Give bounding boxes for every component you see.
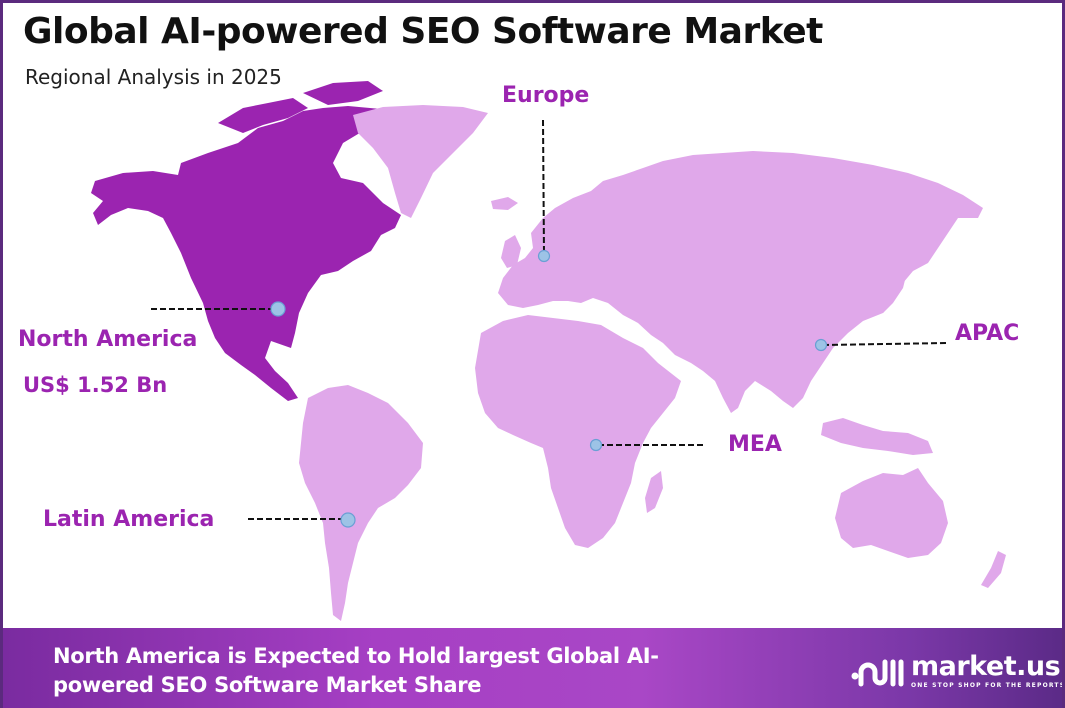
region-label-apac: APAC (955, 321, 1020, 346)
world-map (91, 81, 1006, 621)
sea-islands-landmass (821, 418, 933, 455)
new-zealand-landmass (981, 551, 1006, 588)
brand-logo[interactable]: market.us ONE STOP SHOP FOR THE REPORTS (851, 651, 1065, 689)
page-title: Global AI-powered SEO Software Market (23, 11, 823, 52)
uk-landmass (501, 235, 521, 268)
region-label-europe: Europe (502, 83, 590, 108)
region-label-north-america: North America (18, 327, 198, 352)
brand-tagline: ONE STOP SHOP FOR THE REPORTS (911, 682, 1065, 689)
australia-landmass (835, 468, 948, 558)
north-america-marker[interactable] (270, 301, 286, 317)
page-subtitle: Regional Analysis in 2025 (25, 65, 282, 89)
region-label-mea: MEA (728, 432, 782, 457)
africa-landmass (475, 315, 681, 548)
latin-america-marker[interactable] (340, 512, 356, 528)
eurasia-landmass (498, 151, 983, 413)
japan-landmass (878, 253, 908, 313)
footer-headline: North America is Expected to Hold larges… (53, 644, 659, 697)
footer-banner: North America is Expected to Hold larges… (3, 628, 1065, 708)
mea-marker[interactable] (589, 438, 603, 452)
madagascar-landmass (645, 471, 663, 513)
market-us-logo-icon (851, 659, 904, 686)
north-america-landmass (91, 81, 401, 401)
region-value-north-america: US$ 1.52 Bn (23, 373, 168, 397)
iceland-landmass (491, 197, 518, 210)
south-america-landmass (299, 385, 423, 621)
europe-marker[interactable] (537, 249, 551, 263)
apac-marker[interactable] (814, 338, 828, 352)
leader-lines (151, 119, 949, 520)
greenland-landmass (353, 105, 488, 218)
region-label-latin-america: Latin America (43, 507, 215, 532)
brand-name: market.us (911, 651, 1061, 682)
